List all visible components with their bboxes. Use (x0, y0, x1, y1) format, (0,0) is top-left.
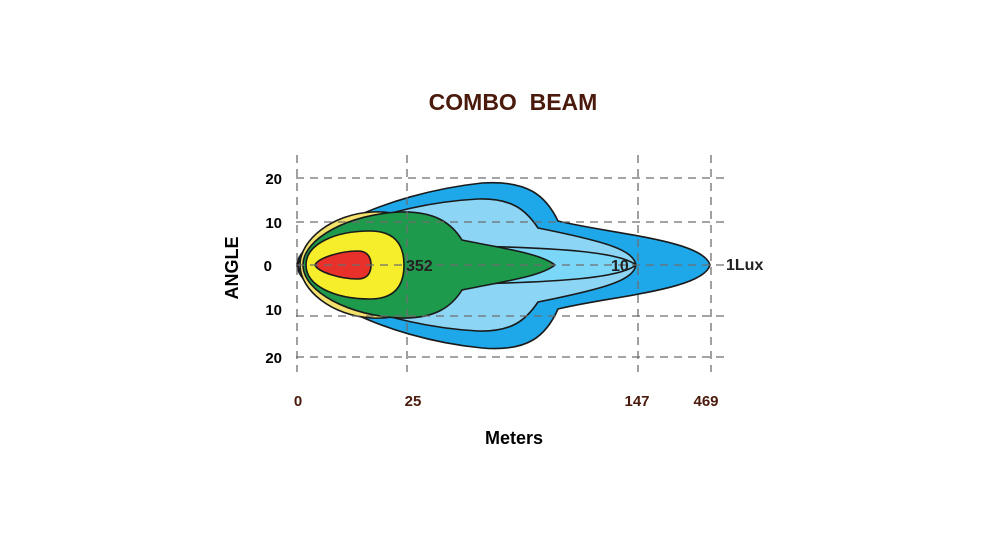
x-tick-label: 469 (693, 393, 718, 410)
y-tick-label: 10 (265, 215, 282, 232)
x-tick-label: 147 (624, 393, 649, 410)
y-tick-label: 0 (264, 258, 272, 275)
grid (296, 155, 726, 372)
y-tick-label: 20 (265, 350, 282, 367)
y-tick-label: 20 (265, 171, 282, 188)
contour-label-10: 10 (611, 258, 629, 275)
x-tick-label: 25 (405, 393, 422, 410)
y-tick-labels: 20 10 0 10 20 (264, 171, 282, 367)
y-tick-label: 10 (265, 302, 282, 319)
x-tick-labels: 0 25 147 469 (294, 393, 719, 410)
contour-label-1lux: 1Lux (726, 257, 763, 274)
x-tick-label: 0 (294, 393, 302, 410)
contour-label-352: 352 (406, 258, 433, 275)
chart-title: COMBO BEAM (429, 89, 598, 115)
x-axis-label: Meters (485, 428, 543, 448)
y-axis-label: ANGLE (222, 237, 242, 300)
